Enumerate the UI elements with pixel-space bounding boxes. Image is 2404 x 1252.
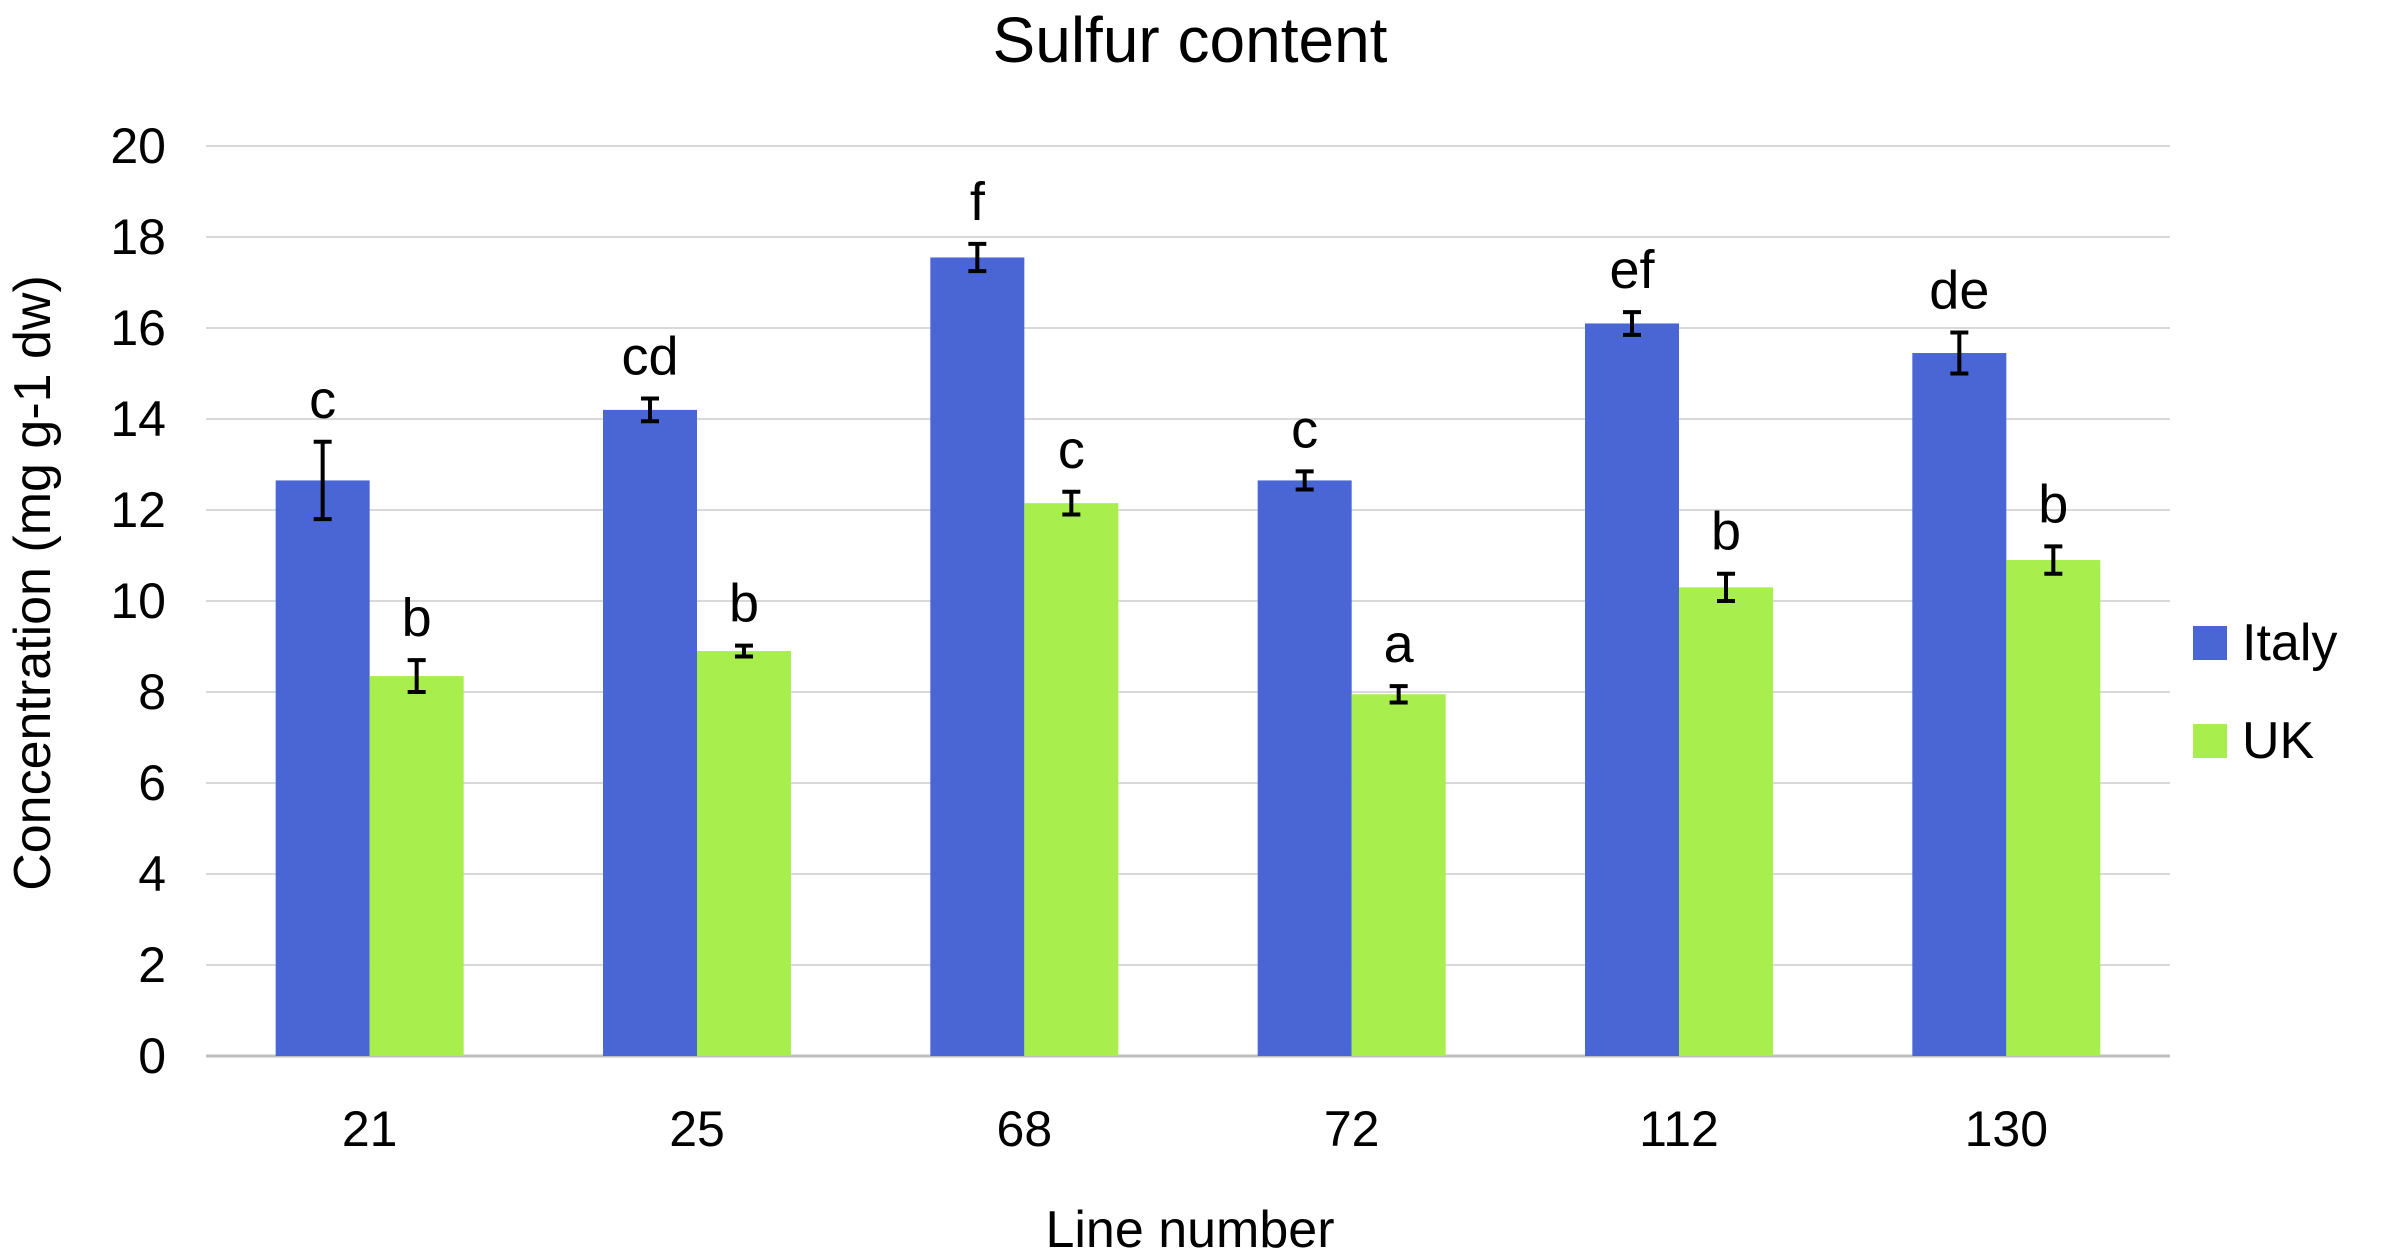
bar-italy-72 bbox=[1257, 480, 1352, 1056]
significance-label: cd bbox=[621, 327, 678, 387]
bar-italy-21 bbox=[275, 480, 370, 1056]
bar-italy-68 bbox=[930, 257, 1025, 1057]
significance-label: ef bbox=[1609, 240, 1655, 300]
y-tick-label: 16 bbox=[110, 300, 166, 356]
significance-label: f bbox=[970, 172, 986, 232]
bar-italy-25 bbox=[603, 409, 697, 1056]
y-tick-label: 20 bbox=[110, 118, 166, 174]
error-bar bbox=[313, 439, 332, 522]
y-axis-ticks: 0 2 4 6 8 10 12 14 16 18 20 bbox=[110, 118, 166, 1084]
legend-item-italy: Italy bbox=[2193, 614, 2337, 672]
legend-swatch bbox=[2193, 724, 2227, 758]
error-bar bbox=[1717, 571, 1735, 603]
bar-italy-112 bbox=[1585, 323, 1679, 1056]
error-bar bbox=[1295, 469, 1314, 492]
significance-label: de bbox=[1929, 261, 1989, 321]
bar-uk-72 bbox=[1351, 694, 1446, 1056]
bar-uk-130 bbox=[2006, 560, 2101, 1056]
legend-swatch bbox=[2193, 626, 2227, 660]
x-tick-label: 72 bbox=[1324, 1101, 1380, 1157]
significance-label: c bbox=[309, 370, 336, 430]
error-bar bbox=[407, 658, 426, 694]
chart-title: Sulfur content bbox=[993, 4, 1388, 76]
x-tick-label: 112 bbox=[1639, 1101, 1719, 1157]
y-tick-label: 0 bbox=[138, 1028, 166, 1084]
bar-uk-68 bbox=[1024, 503, 1119, 1056]
y-tick-label: 2 bbox=[138, 937, 166, 993]
bar-uk-25 bbox=[697, 651, 791, 1056]
bars: c b cd b f c c a ef b de b bbox=[275, 172, 2101, 1057]
y-tick-label: 8 bbox=[138, 664, 166, 720]
y-tick-label: 10 bbox=[110, 573, 166, 629]
error-bar bbox=[1389, 684, 1408, 705]
y-tick-label: 18 bbox=[110, 209, 166, 265]
x-tick-label: 130 bbox=[1965, 1101, 2048, 1157]
error-bar bbox=[735, 643, 753, 659]
error-bar bbox=[1062, 489, 1081, 517]
error-bar bbox=[2044, 544, 2063, 576]
legend: Italy UK bbox=[2193, 614, 2337, 770]
error-bar bbox=[641, 396, 659, 424]
significance-label: b bbox=[1711, 502, 1741, 562]
x-tick-label: 25 bbox=[669, 1101, 725, 1157]
significance-label: c bbox=[1291, 399, 1318, 459]
legend-label: UK bbox=[2242, 712, 2315, 770]
y-tick-label: 4 bbox=[138, 846, 166, 902]
x-tick-label: 21 bbox=[342, 1101, 398, 1157]
error-bar bbox=[1623, 310, 1641, 337]
error-bar bbox=[1950, 330, 1969, 376]
significance-label: b bbox=[2038, 474, 2068, 534]
legend-label: Italy bbox=[2242, 614, 2337, 672]
y-tick-label: 6 bbox=[138, 755, 166, 811]
x-axis-title: Line number bbox=[1045, 1201, 1334, 1252]
bar-uk-112 bbox=[1679, 587, 1773, 1056]
significance-label: b bbox=[729, 574, 759, 634]
error-bar bbox=[968, 241, 987, 274]
x-axis-ticks: 21 25 68 72 112 130 bbox=[342, 1101, 2048, 1157]
gridlines bbox=[206, 145, 2170, 1058]
bar-italy-130 bbox=[1912, 353, 2007, 1056]
y-tick-label: 12 bbox=[110, 482, 166, 538]
y-axis-title: Concentration (mg g-1 dw) bbox=[4, 275, 62, 891]
y-tick-label: 14 bbox=[110, 391, 166, 447]
x-tick-label: 68 bbox=[997, 1101, 1053, 1157]
significance-label: b bbox=[402, 588, 432, 648]
significance-label: a bbox=[1384, 614, 1415, 674]
legend-item-uk: UK bbox=[2193, 712, 2315, 770]
significance-label: c bbox=[1058, 420, 1085, 480]
bar-uk-21 bbox=[369, 676, 464, 1056]
